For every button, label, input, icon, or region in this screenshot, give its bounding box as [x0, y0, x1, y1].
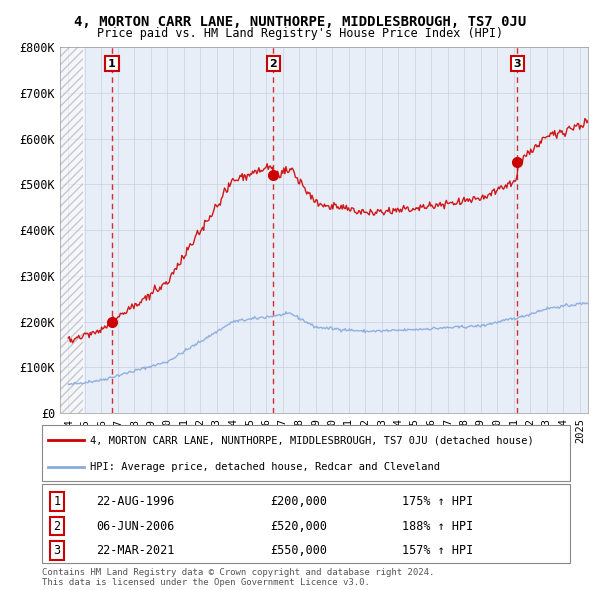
Text: 3: 3 — [514, 58, 521, 68]
Text: 188% ↑ HPI: 188% ↑ HPI — [402, 520, 473, 533]
Text: This data is licensed under the Open Government Licence v3.0.: This data is licensed under the Open Gov… — [42, 578, 370, 587]
Text: 4, MORTON CARR LANE, NUNTHORPE, MIDDLESBROUGH, TS7 0JU: 4, MORTON CARR LANE, NUNTHORPE, MIDDLESB… — [74, 15, 526, 29]
Text: 175% ↑ HPI: 175% ↑ HPI — [402, 495, 473, 508]
Text: 4, MORTON CARR LANE, NUNTHORPE, MIDDLESBROUGH, TS7 0JU (detached house): 4, MORTON CARR LANE, NUNTHORPE, MIDDLESB… — [90, 435, 534, 445]
Text: 22-AUG-1996: 22-AUG-1996 — [96, 495, 175, 508]
Text: £520,000: £520,000 — [270, 520, 327, 533]
Text: 06-JUN-2006: 06-JUN-2006 — [96, 520, 175, 533]
Text: Price paid vs. HM Land Registry's House Price Index (HPI): Price paid vs. HM Land Registry's House … — [97, 27, 503, 40]
Text: Contains HM Land Registry data © Crown copyright and database right 2024.: Contains HM Land Registry data © Crown c… — [42, 568, 434, 577]
Bar — [60, 47, 83, 413]
Text: 1: 1 — [53, 495, 61, 508]
Bar — [60, 47, 83, 413]
Text: £550,000: £550,000 — [270, 544, 327, 557]
Text: 157% ↑ HPI: 157% ↑ HPI — [402, 544, 473, 557]
Text: 22-MAR-2021: 22-MAR-2021 — [96, 544, 175, 557]
Text: 2: 2 — [269, 58, 277, 68]
Text: 3: 3 — [53, 544, 61, 557]
Text: 1: 1 — [108, 58, 116, 68]
Text: 2: 2 — [53, 520, 61, 533]
Text: £200,000: £200,000 — [270, 495, 327, 508]
Text: HPI: Average price, detached house, Redcar and Cleveland: HPI: Average price, detached house, Redc… — [90, 462, 440, 472]
